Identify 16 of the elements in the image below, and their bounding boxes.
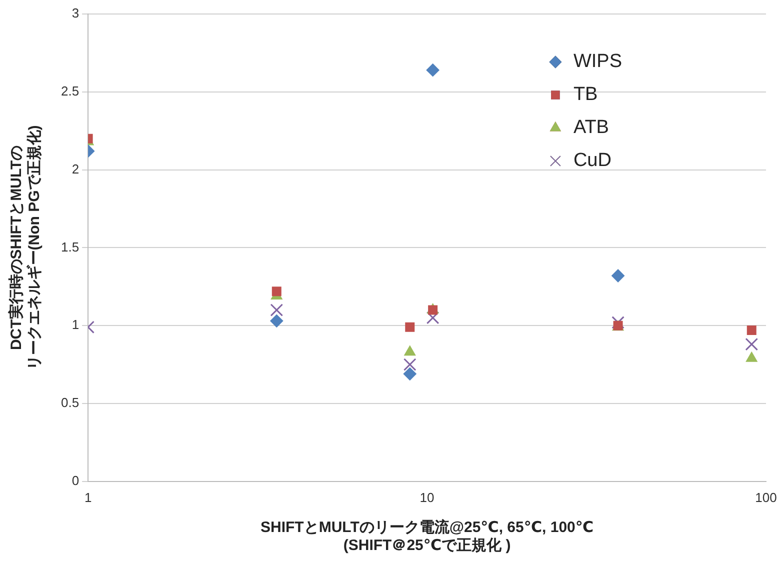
legend-label: WIPS [573,51,622,72]
x-tick-label: 100 [755,490,777,505]
legend-label: TB [573,84,598,106]
x-tick-label: 10 [420,490,434,505]
y-tick-label: 1.5 [60,239,80,254]
y-axis-title: DCT実行時のSHIFTとMULTのリークエネルギー(Non PGで正規化) [7,125,44,370]
y-tick-label: 3 [72,6,80,21]
legend-label: CuD [573,150,612,172]
x-axis-title: SHIFTとMULTのリーク電流@25℃, 65℃, 100℃ (SHIFT＠25℃で正規化 ) [260,518,594,554]
legend-label: ATB [573,117,609,138]
x-tick-label: 1 [84,490,92,505]
y-tick-label: 2.5 [60,83,80,98]
y-tick-label: 1 [72,317,80,332]
y-tick-label: 0 [72,472,80,488]
y-tick-label: 0.5 [60,395,80,410]
y-tick-label: 2 [72,161,80,176]
